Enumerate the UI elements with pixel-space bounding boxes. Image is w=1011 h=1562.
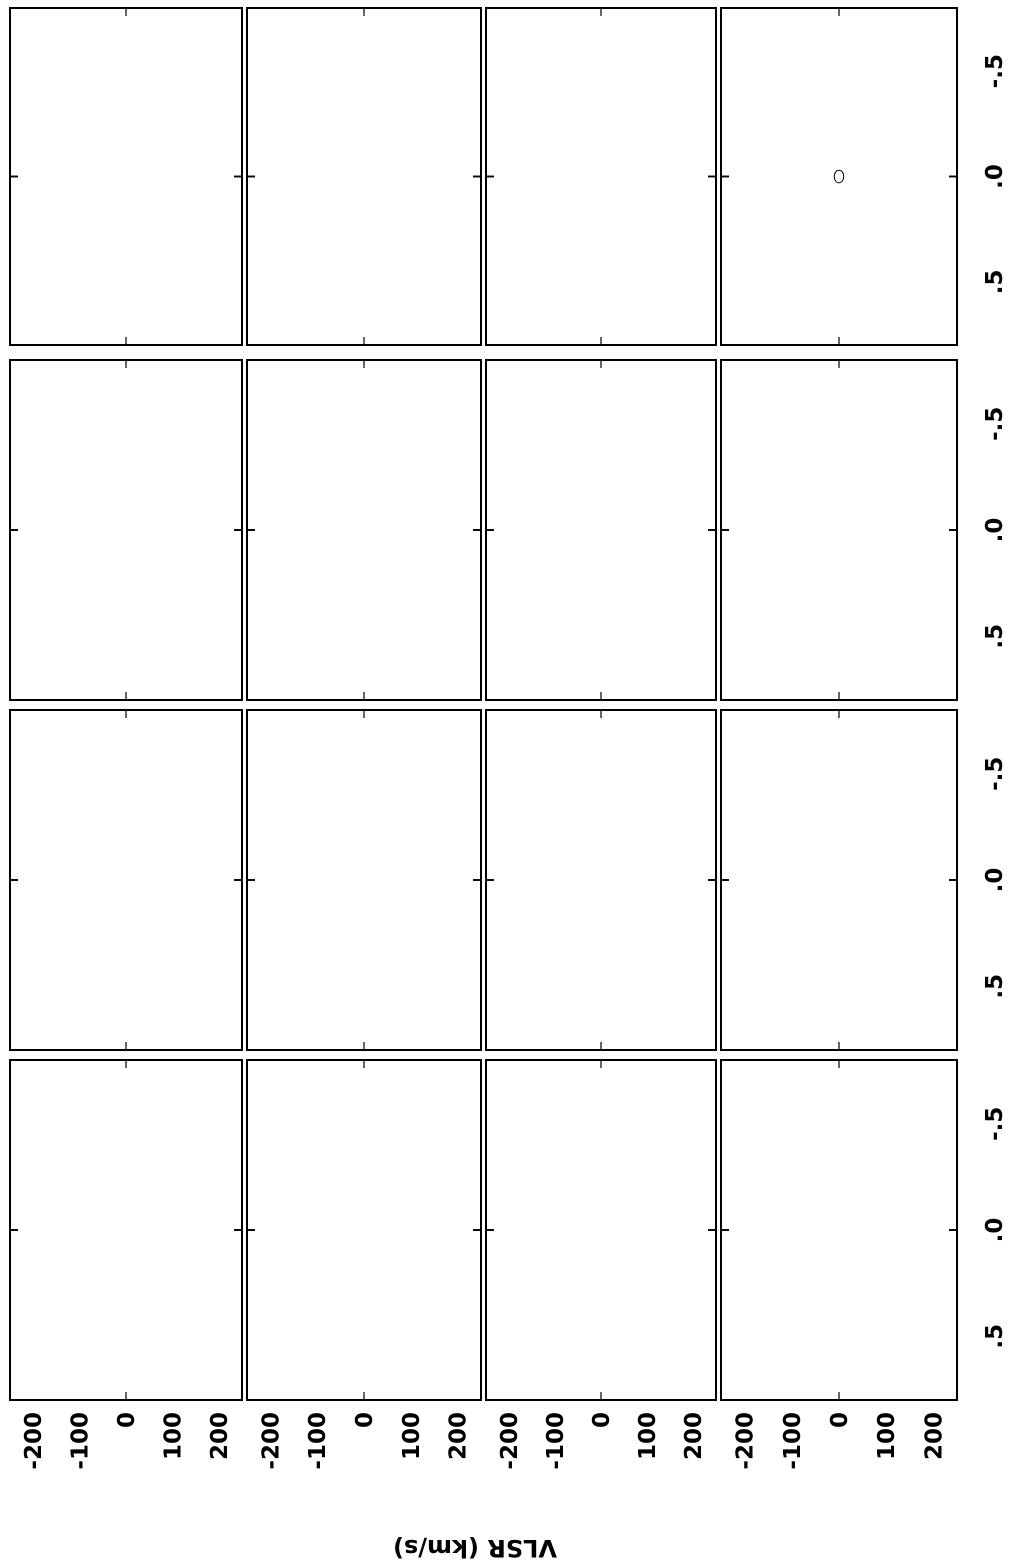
- x-tick-label: -.5: [982, 407, 1008, 441]
- y-tick-label: 100: [160, 1412, 186, 1460]
- y-axis-title: VLSR (km/s): [393, 1534, 557, 1562]
- panel-frames: [9, 7, 958, 1401]
- x-tick-label: .0: [982, 1218, 1008, 1243]
- contours: [833, 169, 845, 184]
- x-tick-label: -.5: [982, 757, 1008, 791]
- panel-frame: [720, 1059, 958, 1401]
- panel-frame: [485, 1059, 717, 1401]
- panel-frame: [720, 7, 958, 346]
- y-tick-label: 100: [399, 1412, 425, 1460]
- panel-frame: [9, 7, 243, 346]
- y-tick-label: 100: [635, 1412, 661, 1460]
- panel-frame: [720, 709, 958, 1051]
- x-tick-labels: -.5 .0 .5 -.5 .0 .5 -.5 .0 .5 -.5 .0 .5: [982, 54, 1008, 1349]
- y-tick-label: 0: [589, 1412, 615, 1428]
- panel-frame: [246, 359, 482, 701]
- y-tick-label: 200: [207, 1412, 233, 1460]
- x-tick-label: .0: [982, 518, 1008, 543]
- x-tick-label: -.5: [982, 54, 1008, 88]
- panel-frame: [9, 359, 243, 701]
- panel-frame: [485, 7, 717, 346]
- y-tick-label: -100: [780, 1412, 806, 1470]
- y-tick-label: -200: [258, 1412, 284, 1470]
- y-tick-label: 0: [352, 1412, 378, 1428]
- y-tick-label: -100: [543, 1412, 569, 1470]
- ticks: [10, 8, 957, 1400]
- x-tick-label: .5: [982, 1324, 1008, 1349]
- panel-frame: [9, 1059, 243, 1401]
- x-tick-label: .0: [982, 164, 1008, 189]
- y-tick-label: 200: [921, 1412, 947, 1460]
- panel-frame: [246, 7, 482, 346]
- y-tick-label: 200: [681, 1412, 707, 1460]
- x-tick-label: .0: [982, 868, 1008, 893]
- panel-frame: [485, 709, 717, 1051]
- y-tick-label: 200: [446, 1412, 472, 1460]
- y-tick-label: 100: [874, 1412, 900, 1460]
- x-tick-label: .5: [982, 974, 1008, 999]
- y-tick-label: -200: [733, 1412, 759, 1470]
- x-tick-label: .5: [982, 269, 1008, 294]
- panel-frame: [9, 709, 243, 1051]
- y-tick-label: -100: [305, 1412, 331, 1470]
- x-tick-label: -.5: [982, 1107, 1008, 1141]
- y-tick-label: -200: [497, 1412, 523, 1470]
- x-tick-label: .5: [982, 624, 1008, 649]
- y-tick-label: -100: [68, 1412, 94, 1470]
- panel-frame: [246, 709, 482, 1051]
- y-tick-label: 0: [827, 1412, 853, 1428]
- panel-frame: [720, 359, 958, 701]
- y-tick-label: 0: [114, 1412, 140, 1428]
- panel-frame: [246, 1059, 482, 1401]
- y-tick-labels: 200 100 0 -100 -200 200 100 0 -100 -200 200 100 0 -10…: [21, 1412, 947, 1470]
- y-tick-label: -200: [21, 1412, 47, 1470]
- panel-frame: [485, 359, 717, 701]
- contour: [833, 169, 845, 184]
